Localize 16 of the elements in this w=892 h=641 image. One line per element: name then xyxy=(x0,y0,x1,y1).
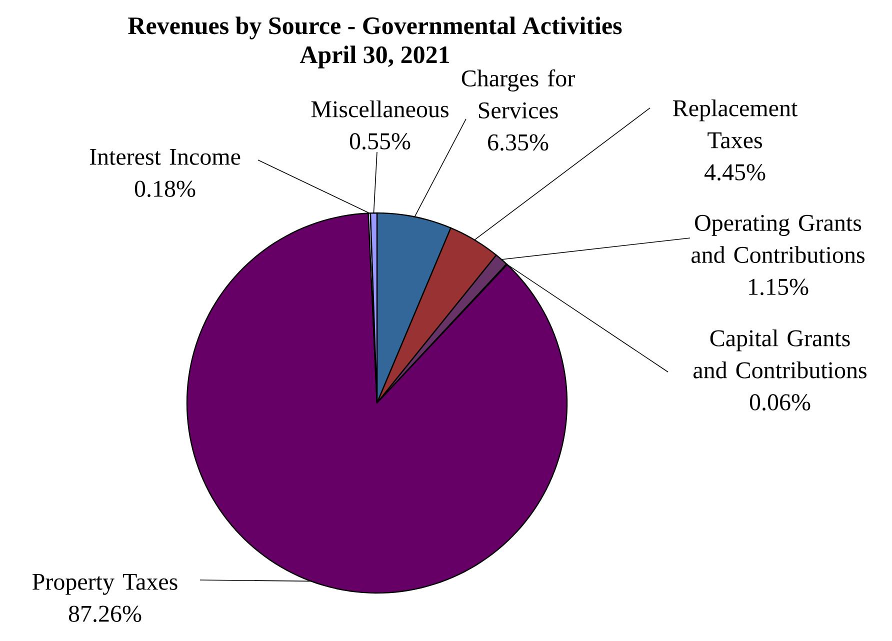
data-label: 0.55% xyxy=(350,133,410,150)
data-label: 87.26% xyxy=(68,606,142,622)
slice-label: Replacement Taxes xyxy=(673,99,798,148)
data-label: 0.18% xyxy=(134,180,196,198)
chart-subtitle: April 30, 2021 xyxy=(300,46,450,68)
slice-label: Operating Grants and Contributions xyxy=(692,214,864,264)
chart-title: Revenues by Source - Governmental Activities xyxy=(128,16,622,40)
slice-label: Property Taxes xyxy=(32,574,178,595)
slice-label: Charges for Services xyxy=(462,69,575,119)
data-label: 1.15% xyxy=(749,278,808,296)
slice-label: Miscellaneous xyxy=(311,100,448,118)
data-label: 0.06% xyxy=(750,394,810,410)
slice-label: Interest Income xyxy=(90,148,240,165)
slice-label: Capital Grants and Contributions xyxy=(694,329,866,378)
data-label: 6.35% xyxy=(488,134,548,151)
data-label: 4.45% xyxy=(704,164,766,180)
